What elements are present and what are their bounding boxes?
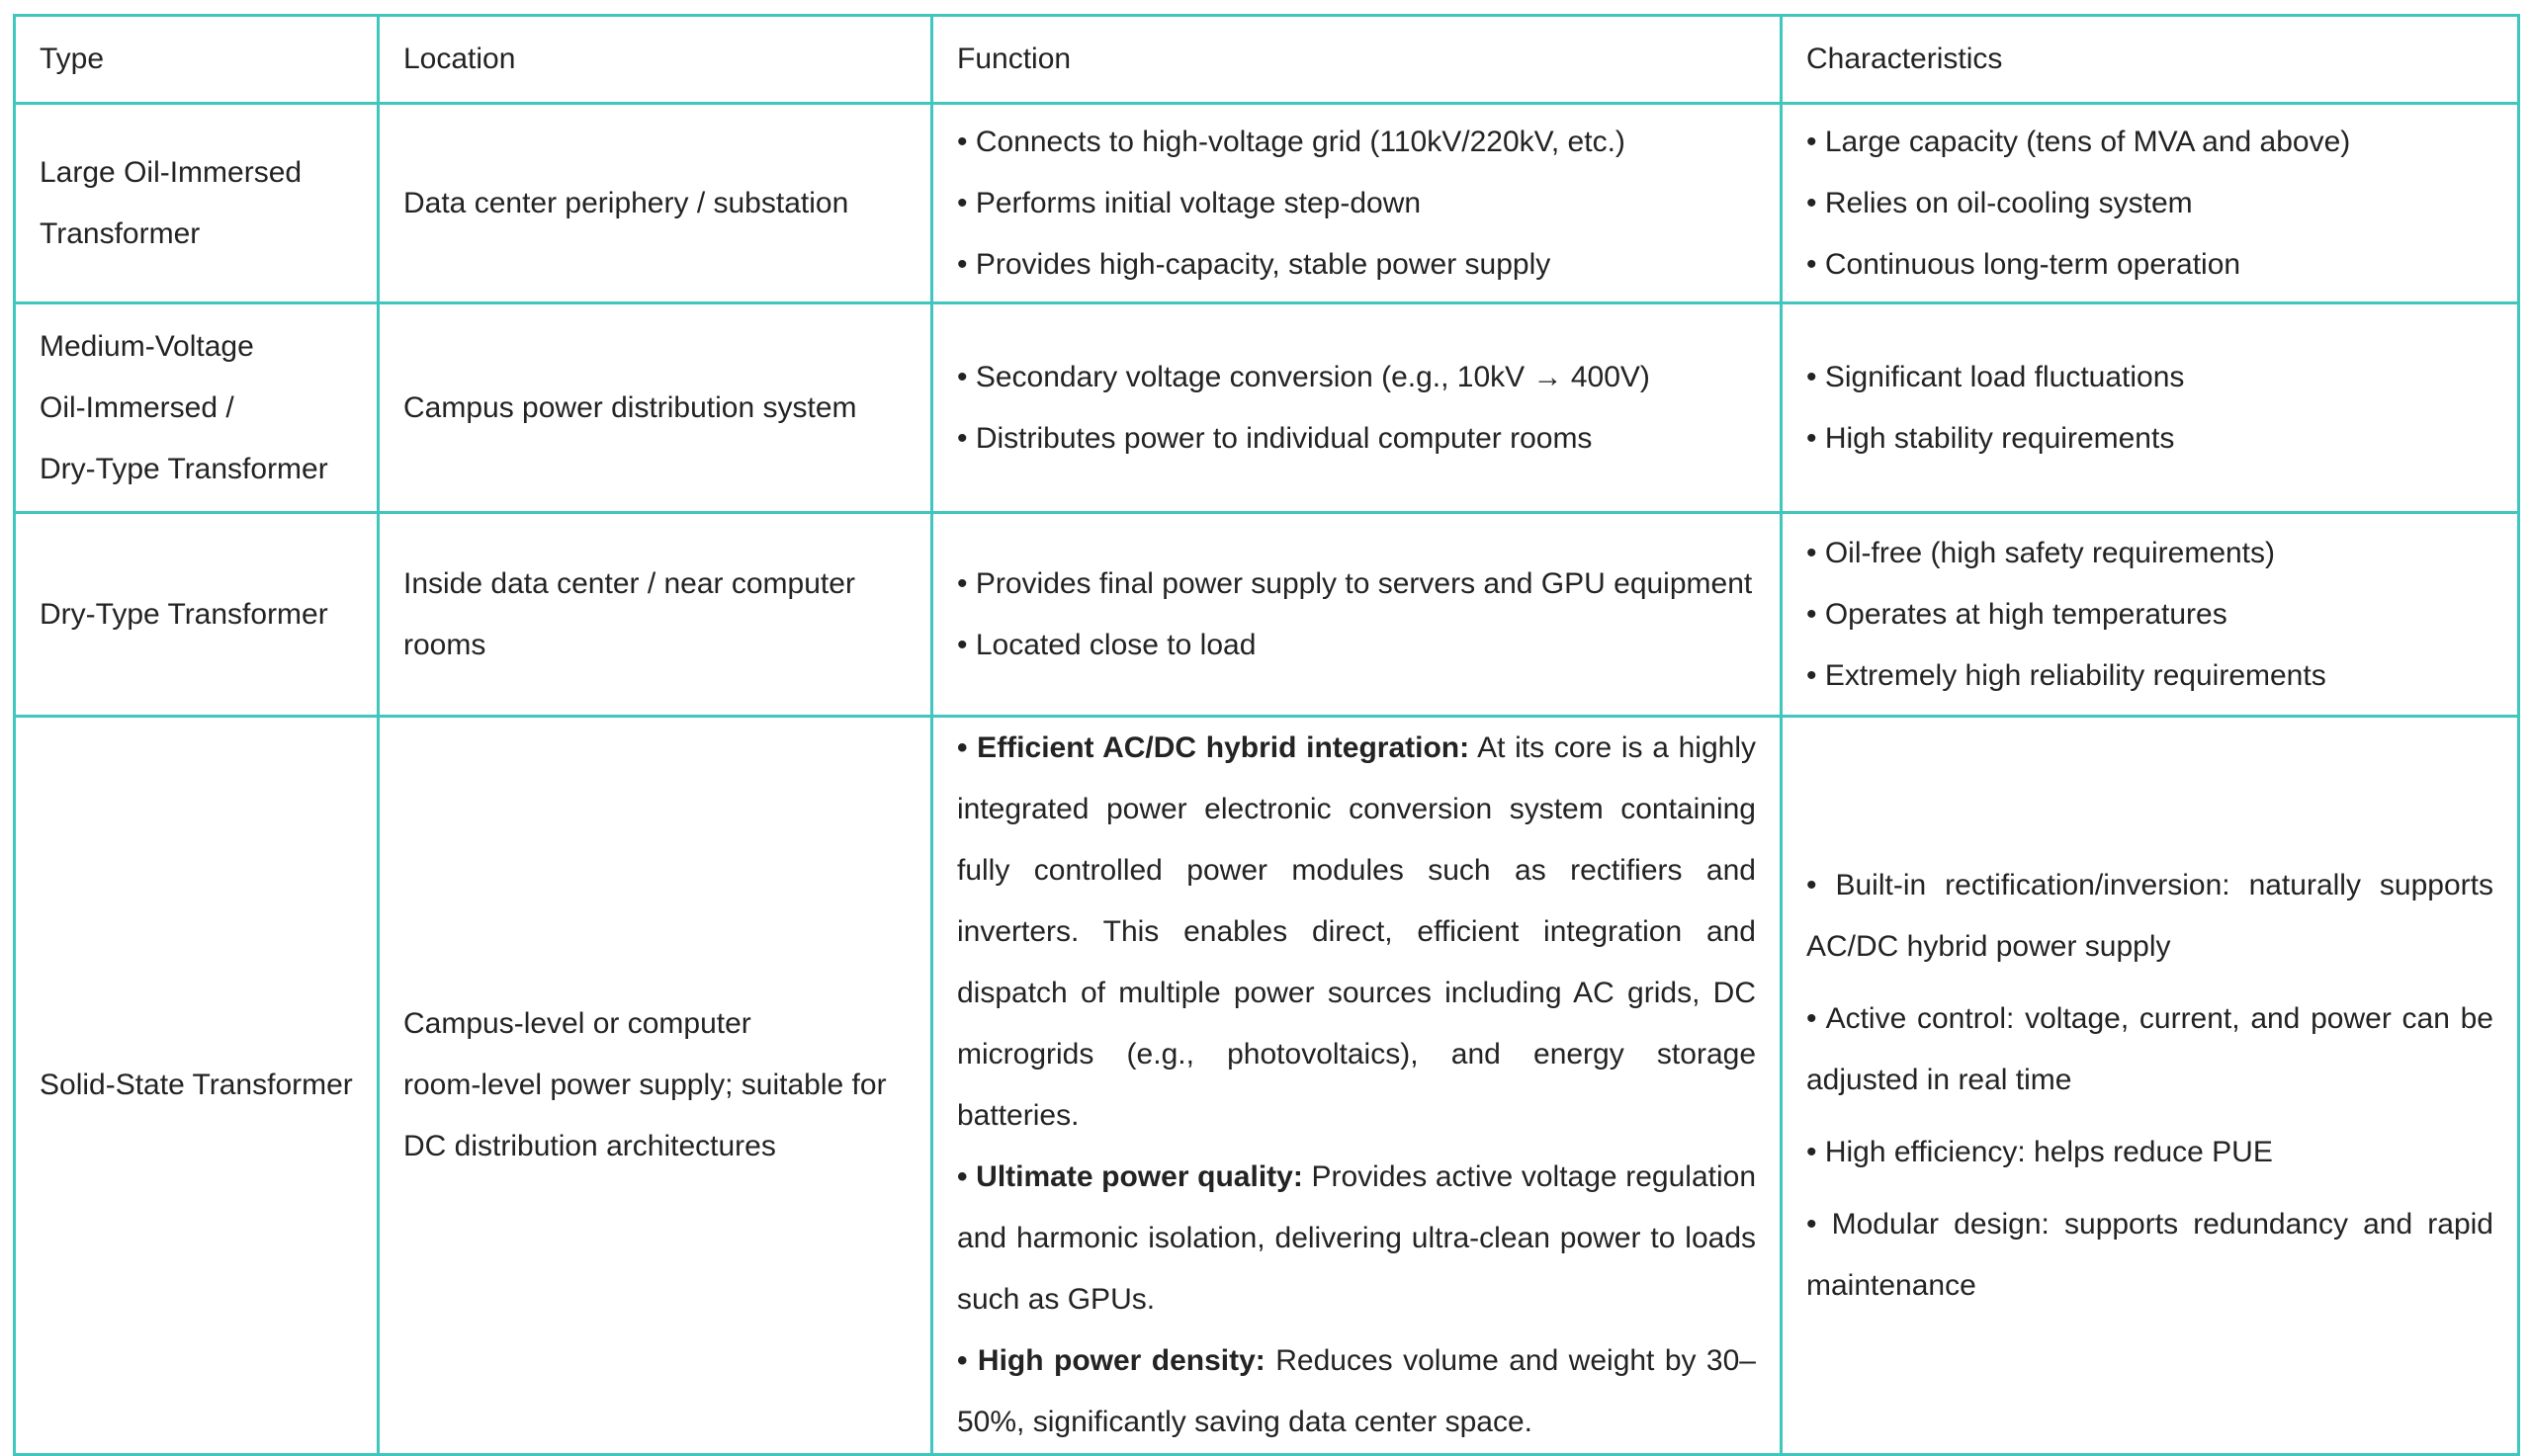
- bullet-item: • High stability requirements: [1806, 421, 2175, 455]
- bullet-paragraph-text: At its core is a highly integrated power…: [957, 731, 1756, 1132]
- header-type-label: Type: [40, 43, 105, 75]
- location-line: Data center periphery / substation: [403, 186, 849, 219]
- bullet-item: • Operates at high temperatures: [1806, 597, 2227, 631]
- cell-characteristics: • Large capacity (tens of MVA and above)…: [1780, 102, 2520, 304]
- bullet-item: • Provides high-capacity, stable power s…: [957, 247, 1551, 281]
- bullet-item: • Built-in rectification/inversion: natu…: [1806, 868, 2493, 963]
- type-line: Medium-Voltage: [40, 329, 254, 363]
- bullet-item: • Provides final power supply to servers…: [957, 566, 1753, 600]
- type-line: Large Oil-Immersed: [40, 155, 303, 189]
- cell-location: Campus power distribution system: [377, 301, 933, 514]
- cell-function: • Provides final power supply to servers…: [930, 511, 1783, 718]
- bullet-paragraph-lead: • High power density:: [957, 1344, 1266, 1377]
- location-line: DC distribution architectures: [403, 1130, 776, 1162]
- header-function-label: Function: [957, 43, 1072, 75]
- cell-type: Solid-State Transformer: [13, 715, 380, 1456]
- bullet-item: • Relies on oil-cooling system: [1806, 186, 2193, 219]
- cell-type: Medium-Voltage Oil-Immersed / Dry-Type T…: [13, 301, 380, 514]
- bullet-item: • Located close to load: [957, 628, 1257, 661]
- type-line: Dry-Type Transformer: [40, 597, 328, 631]
- bullet-paragraph-lead: • Ultimate power quality:: [957, 1160, 1303, 1193]
- row-medium-voltage-transformer: Medium-Voltage Oil-Immersed / Dry-Type T…: [13, 301, 2520, 514]
- location-line: rooms: [403, 628, 486, 661]
- row-dry-type-transformer: Dry-Type Transformer Inside data center …: [13, 511, 2520, 718]
- bullet-item: • Large capacity (tens of MVA and above): [1806, 125, 2351, 158]
- bullet-item: • Performs initial voltage step-down: [957, 186, 1422, 219]
- cell-characteristics: • Significant load fluctuations • High s…: [1780, 301, 2520, 514]
- type-line: Solid-State Transformer: [40, 1069, 353, 1101]
- header-location: Location: [377, 14, 933, 105]
- cell-function: • Efficient AC/DC hybrid integration: At…: [930, 715, 1783, 1456]
- bullet-paragraph: • Ultimate power quality: Provides activ…: [957, 1147, 1756, 1330]
- transformer-comparison-table-wrap: Type Location Function Characteristics L…: [13, 14, 2520, 1456]
- type-line: Oil-Immersed /: [40, 390, 234, 424]
- cell-function: • Connects to high-voltage grid (110kV/2…: [930, 102, 1783, 304]
- bullet-item: • Connects to high-voltage grid (110kV/2…: [957, 125, 1625, 158]
- bullet-item: • Secondary voltage conversion (e.g., 10…: [957, 360, 1650, 393]
- cell-location: Inside data center / near computer rooms: [377, 511, 933, 718]
- bullet-item: • Extremely high reliability requirement…: [1806, 658, 2326, 692]
- header-characteristics-label: Characteristics: [1806, 43, 2003, 75]
- cell-type: Dry-Type Transformer: [13, 511, 380, 718]
- location-line: Inside data center / near computer: [403, 566, 855, 600]
- header-location-label: Location: [403, 43, 516, 75]
- bullet-paragraph: • Efficient AC/DC hybrid integration: At…: [957, 718, 1756, 1147]
- row-large-oil-immersed-transformer: Large Oil-Immersed Transformer Data cent…: [13, 102, 2520, 304]
- bullet-item: • Modular design: supports redundancy an…: [1806, 1207, 2493, 1302]
- cell-type: Large Oil-Immersed Transformer: [13, 102, 380, 304]
- cell-characteristics: • Built-in rectification/inversion: natu…: [1780, 715, 2520, 1456]
- cell-location: Campus-level or computer room-level powe…: [377, 715, 933, 1456]
- location-line: room-level power supply; suitable for: [403, 1069, 887, 1101]
- bullet-item: • Continuous long-term operation: [1806, 247, 2241, 281]
- row-solid-state-transformer: Solid-State Transformer Campus-level or …: [13, 715, 2520, 1456]
- cell-characteristics: • Oil-free (high safety requirements) • …: [1780, 511, 2520, 718]
- type-line: Transformer: [40, 216, 201, 250]
- bullet-paragraph-text: Provides active voltage regulation and h…: [957, 1160, 1757, 1316]
- bullet-item: • Distributes power to individual comput…: [957, 421, 1593, 455]
- location-line: Campus-level or computer: [403, 1007, 751, 1040]
- transformer-comparison-table: Type Location Function Characteristics L…: [13, 14, 2520, 1456]
- header-characteristics: Characteristics: [1780, 14, 2520, 105]
- cell-function: • Secondary voltage conversion (e.g., 10…: [930, 301, 1783, 514]
- bullet-paragraph: • High power density: Reduces volume and…: [957, 1330, 1756, 1453]
- header-row: Type Location Function Characteristics: [13, 14, 2520, 105]
- bullet-paragraph-lead: • Efficient AC/DC hybrid integration:: [957, 731, 1470, 764]
- bullet-item: • Active control: voltage, current, and …: [1806, 1001, 2493, 1096]
- header-function: Function: [930, 14, 1783, 105]
- cell-location: Data center periphery / substation: [377, 102, 933, 304]
- location-line: Campus power distribution system: [403, 390, 857, 424]
- type-line: Dry-Type Transformer: [40, 452, 328, 485]
- bullet-item: • High efficiency: helps reduce PUE: [1806, 1135, 2273, 1168]
- bullet-item: • Significant load fluctuations: [1806, 360, 2185, 393]
- bullet-item: • Oil-free (high safety requirements): [1806, 536, 2276, 569]
- header-type: Type: [13, 14, 380, 105]
